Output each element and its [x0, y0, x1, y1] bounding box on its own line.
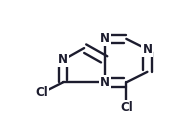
Text: N: N: [100, 76, 110, 89]
Text: Cl: Cl: [120, 101, 133, 114]
Text: N: N: [58, 53, 68, 66]
Text: N: N: [142, 43, 152, 56]
Text: Cl: Cl: [35, 86, 48, 99]
Text: N: N: [100, 32, 110, 45]
